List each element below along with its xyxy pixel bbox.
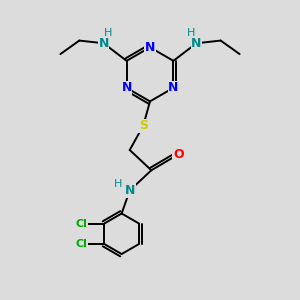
Text: Cl: Cl xyxy=(75,239,87,249)
Text: N: N xyxy=(122,81,132,94)
Text: H: H xyxy=(187,28,196,38)
Text: N: N xyxy=(98,37,109,50)
Text: N: N xyxy=(168,81,178,94)
Text: Cl: Cl xyxy=(75,219,87,229)
Text: O: O xyxy=(173,148,184,160)
Text: N: N xyxy=(145,41,155,54)
Text: H: H xyxy=(104,28,113,38)
Text: N: N xyxy=(124,184,135,197)
Text: H: H xyxy=(114,179,123,189)
Text: N: N xyxy=(191,37,202,50)
Text: S: S xyxy=(139,119,148,132)
